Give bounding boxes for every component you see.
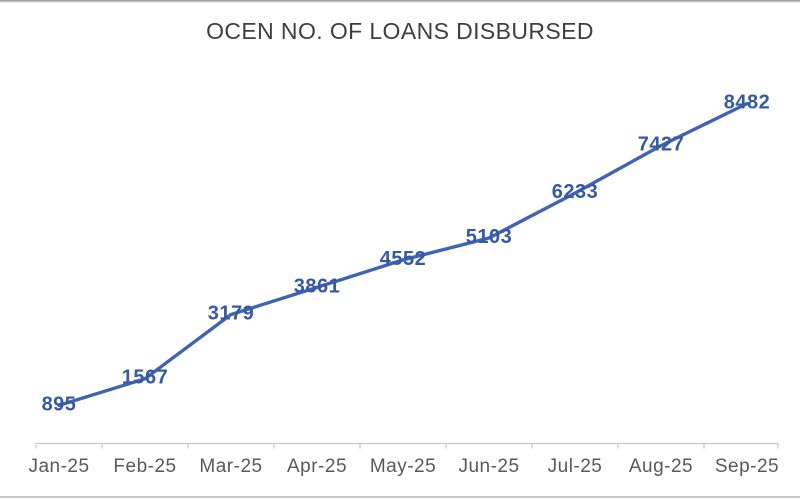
trend-line xyxy=(57,101,749,408)
data-label: 6233 xyxy=(552,181,599,203)
x-axis-label: Mar-25 xyxy=(199,456,262,477)
data-label: 7427 xyxy=(638,134,685,156)
data-label: 3861 xyxy=(294,275,341,297)
x-axis-label: Feb-25 xyxy=(113,456,176,477)
data-label: 4552 xyxy=(380,248,427,270)
chart-title: OCEN NO. OF LOANS DISBURSED xyxy=(206,18,594,44)
x-axis-label: Apr-25 xyxy=(287,456,347,477)
panel-bottom-edge xyxy=(0,496,800,498)
x-axis-label: May-25 xyxy=(370,456,436,477)
x-axis-label: Sep-25 xyxy=(715,456,779,477)
panel-top-edge xyxy=(0,0,800,3)
data-label: 1567 xyxy=(122,367,169,389)
x-axis-label: Aug-25 xyxy=(629,456,693,477)
data-label: 895 xyxy=(42,393,77,415)
x-axis-label: Jul-25 xyxy=(548,456,603,477)
data-label: 5103 xyxy=(466,226,513,248)
x-axis-label: Jan-25 xyxy=(28,456,89,477)
x-axis-label: Jun-25 xyxy=(458,456,519,477)
data-label: 3179 xyxy=(208,303,255,325)
data-label: 8482 xyxy=(724,92,771,114)
